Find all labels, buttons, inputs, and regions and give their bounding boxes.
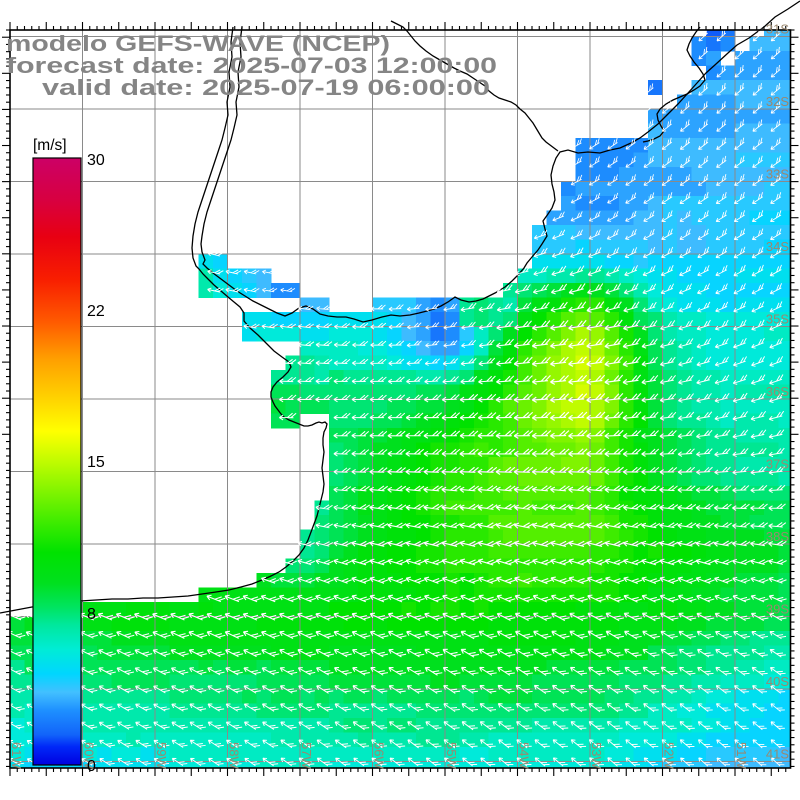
svg-text:61W: 61W	[9, 742, 24, 769]
svg-text:[m/s]: [m/s]	[33, 137, 67, 154]
svg-text:22: 22	[87, 303, 105, 320]
svg-text:54W: 54W	[517, 742, 532, 769]
svg-text:53W: 53W	[589, 742, 604, 769]
svg-text:forecast date: 2025-07-03 12:0: forecast date: 2025-07-03 12:00:00	[6, 53, 497, 78]
svg-text:60W: 60W	[82, 742, 97, 769]
svg-text:58W: 58W	[227, 742, 242, 769]
svg-text:59W: 59W	[154, 742, 169, 769]
svg-text:31S: 31S	[766, 22, 789, 37]
svg-text:34S: 34S	[766, 239, 789, 254]
svg-text:8: 8	[87, 606, 96, 623]
svg-text:32S: 32S	[766, 94, 789, 109]
svg-text:38S: 38S	[766, 529, 789, 544]
svg-text:15: 15	[87, 454, 105, 471]
svg-text:51W: 51W	[734, 742, 749, 769]
svg-text:57W: 57W	[299, 742, 314, 769]
svg-text:36S: 36S	[766, 384, 789, 399]
svg-text:52W: 52W	[662, 742, 677, 769]
svg-text:modelo GEFS-WAVE (NCEP): modelo GEFS-WAVE (NCEP)	[6, 31, 390, 56]
svg-text:37S: 37S	[766, 457, 789, 472]
svg-text:valid date: 2025-07-19 06:00:0: valid date: 2025-07-19 06:00:00	[42, 75, 490, 100]
svg-text:0: 0	[87, 758, 96, 775]
svg-text:30: 30	[87, 152, 105, 169]
svg-text:41S: 41S	[766, 747, 789, 762]
svg-text:56W: 56W	[372, 742, 387, 769]
svg-text:35S: 35S	[766, 312, 789, 327]
svg-text:39S: 39S	[766, 602, 789, 617]
svg-text:55W: 55W	[444, 742, 459, 769]
svg-text:40S: 40S	[766, 674, 789, 689]
svg-text:33S: 33S	[766, 167, 789, 182]
